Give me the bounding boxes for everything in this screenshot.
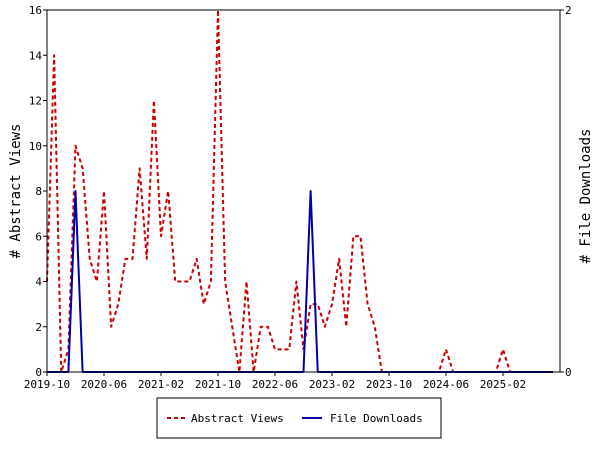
y-right-tick-label: 0 — [565, 366, 572, 379]
y-left-tick-label: 6 — [35, 230, 42, 243]
x-tick-label: 2019-10 — [24, 378, 70, 391]
y-right-axis-title: # File Downloads — [578, 129, 594, 264]
y-left-tick-label: 8 — [35, 185, 42, 198]
y-left-tick-label: 2 — [35, 321, 42, 334]
y-left-axis-title: # Abstract Views — [8, 124, 24, 259]
y-left-tick-label: 14 — [29, 49, 43, 62]
y-left-tick-label: 16 — [29, 4, 42, 17]
x-tick-label: 2021-10 — [195, 378, 241, 391]
legend-label-abstract-views: Abstract Views — [191, 412, 284, 425]
x-tick-label: 2023-10 — [366, 378, 412, 391]
x-tick-label: 2025-02 — [480, 378, 526, 391]
legend: Abstract Views File Downloads — [157, 398, 441, 438]
y-left-tick-label: 10 — [29, 140, 42, 153]
y-left-tick-label: 4 — [35, 276, 42, 289]
legend-label-file-downloads: File Downloads — [330, 412, 423, 425]
y-left-tick-label: 12 — [29, 95, 42, 108]
x-tick-label: 2024-06 — [423, 378, 469, 391]
y-right-tick-label: 2 — [565, 4, 572, 17]
x-tick-label: 2023-02 — [309, 378, 355, 391]
x-tick-label: 2021-02 — [138, 378, 184, 391]
x-tick-label: 2022-06 — [252, 378, 298, 391]
x-tick-label: 2020-06 — [81, 378, 127, 391]
